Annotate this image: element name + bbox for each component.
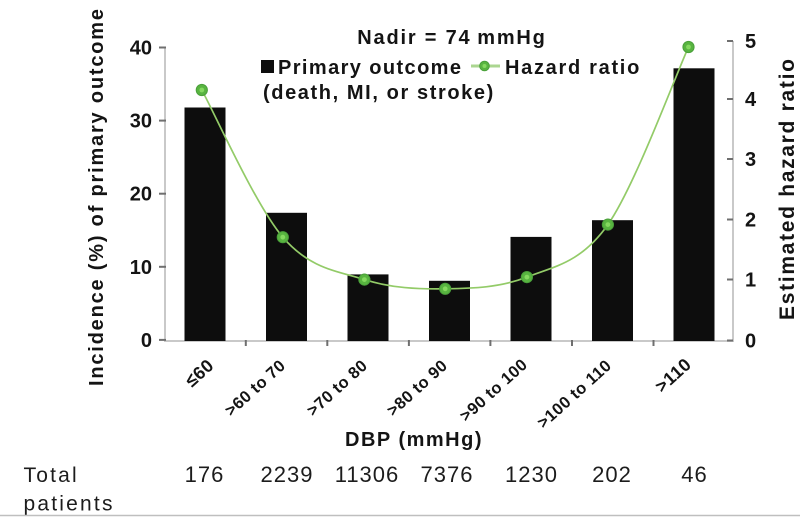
- svg-text:30: 30: [130, 111, 152, 133]
- svg-text:Estimated hazard ratio: Estimated hazard ratio: [776, 57, 799, 320]
- svg-text:patients: patients: [24, 493, 115, 516]
- svg-text:20: 20: [130, 184, 152, 206]
- svg-text:3: 3: [745, 149, 756, 171]
- svg-text:7376: 7376: [421, 462, 474, 487]
- svg-text:5: 5: [745, 31, 756, 53]
- svg-text:4: 4: [745, 89, 757, 111]
- svg-text:1: 1: [745, 270, 756, 292]
- svg-text:176: 176: [185, 462, 225, 487]
- svg-text:1230: 1230: [505, 462, 558, 487]
- svg-text:11306: 11306: [335, 462, 400, 487]
- svg-text:Total: Total: [24, 464, 79, 487]
- svg-text:2239: 2239: [261, 462, 314, 487]
- svg-text:46: 46: [681, 462, 707, 487]
- svg-text:10: 10: [130, 257, 152, 279]
- svg-text:0: 0: [745, 331, 756, 353]
- svg-text:(death, MI, or stroke): (death, MI, or stroke): [263, 82, 495, 104]
- svg-text:40: 40: [130, 38, 152, 60]
- svg-text:Incidence (%) of primary outco: Incidence (%) of primary outcome: [86, 7, 108, 386]
- svg-text:2: 2: [745, 210, 756, 232]
- svg-text:Nadir = 74 mmHg: Nadir = 74 mmHg: [357, 27, 546, 49]
- svg-text:Hazard ratio: Hazard ratio: [505, 57, 641, 79]
- svg-text:0: 0: [141, 330, 152, 352]
- svg-text:202: 202: [592, 462, 632, 487]
- svg-text:DBP (mmHg): DBP (mmHg): [345, 429, 483, 451]
- svg-text:Primary outcome: Primary outcome: [278, 57, 462, 79]
